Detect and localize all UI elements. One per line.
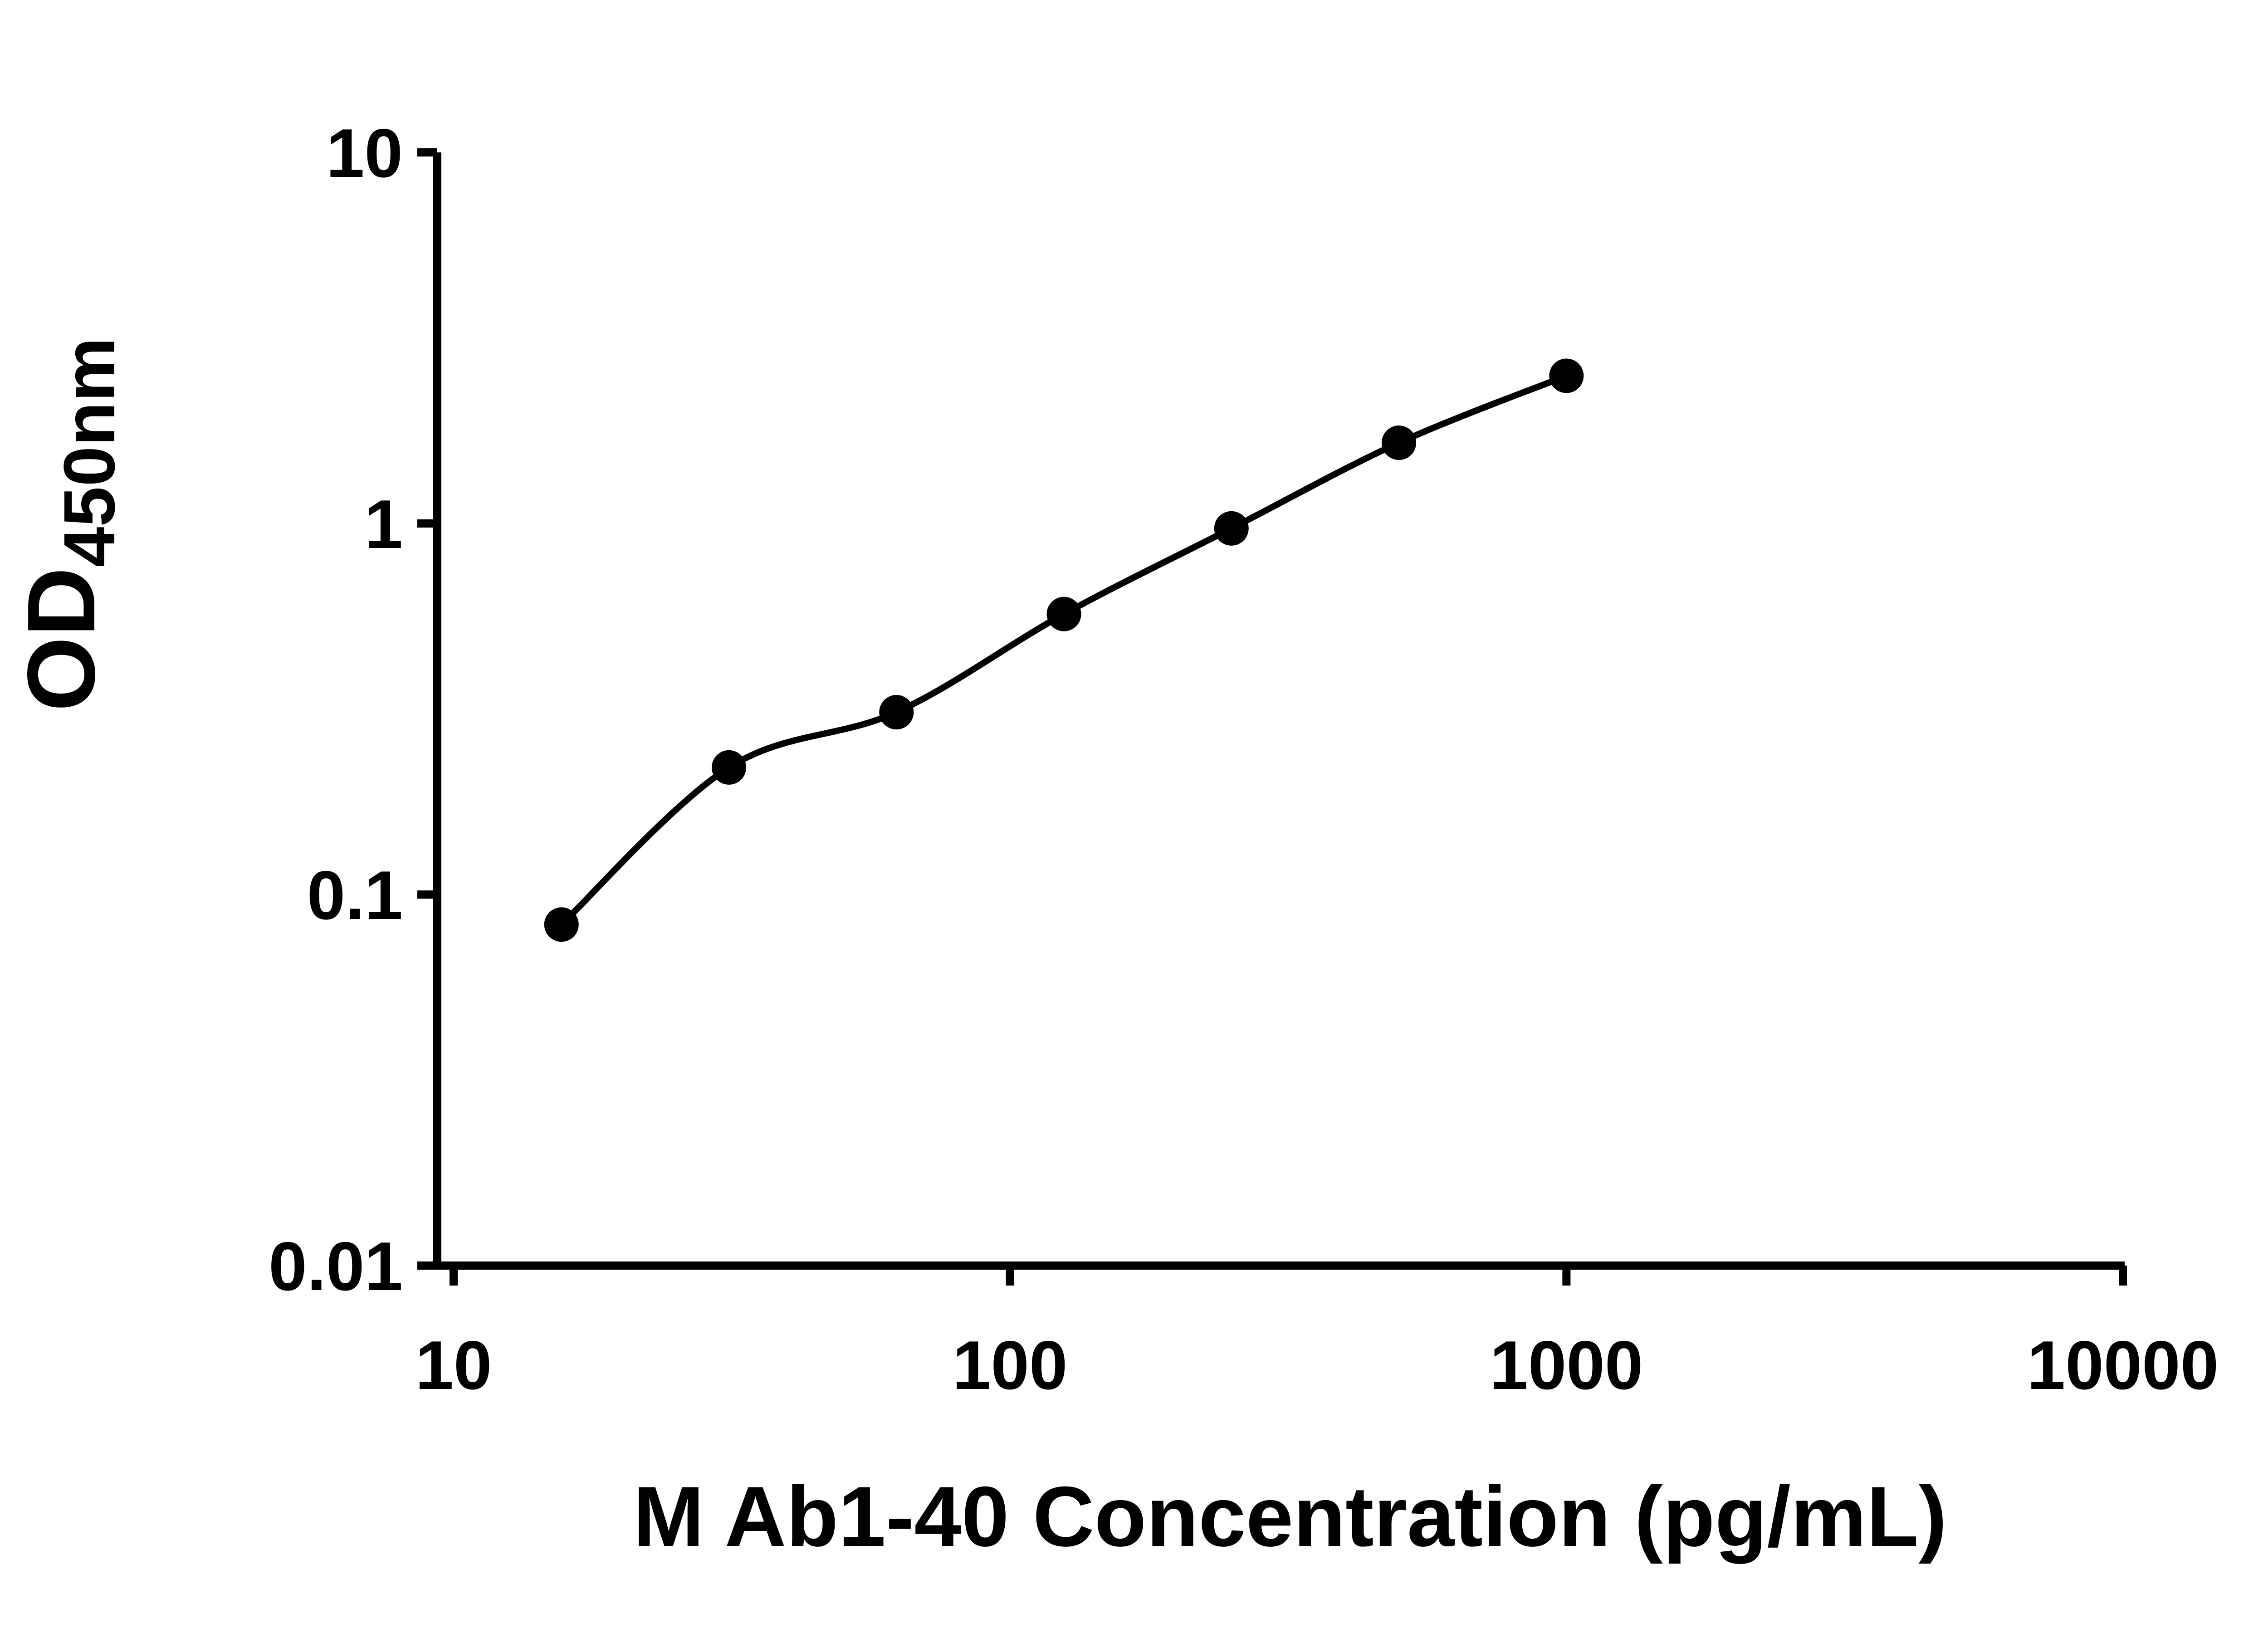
x-tick-label: 10000 <box>2027 1327 2219 1404</box>
data-point <box>712 750 746 785</box>
data-point <box>879 695 914 730</box>
y-tick-label: 0.1 <box>307 857 403 934</box>
data-point <box>1046 596 1081 631</box>
fit-curve <box>558 372 1570 928</box>
axis-spine <box>433 152 2125 1270</box>
y-axis-title: OD450nm <box>7 337 130 712</box>
y-tick-label: 0.01 <box>269 1228 403 1305</box>
plot-area: 0.01 0.1 1 10 10 100 1000 10000 <box>269 115 2219 1404</box>
data-point <box>544 907 579 942</box>
data-point <box>1549 358 1584 393</box>
x-tick-label: 100 <box>953 1327 1068 1404</box>
data-point <box>1382 425 1417 460</box>
data-point <box>1214 511 1249 546</box>
x-axis-title: M Ab1-40 Concentration (pg/mL) <box>633 1469 1947 1564</box>
x-tick-label: 1000 <box>1490 1327 1643 1404</box>
y-axis-title-main: OD <box>7 567 115 711</box>
y-axis-title-group: OD450nm <box>7 337 130 712</box>
y-tick-label: 1 <box>364 486 403 563</box>
y-tick-label: 10 <box>326 115 403 192</box>
x-tick-label: 10 <box>415 1327 492 1404</box>
y-axis-title-subscript: 450nm <box>49 337 130 567</box>
